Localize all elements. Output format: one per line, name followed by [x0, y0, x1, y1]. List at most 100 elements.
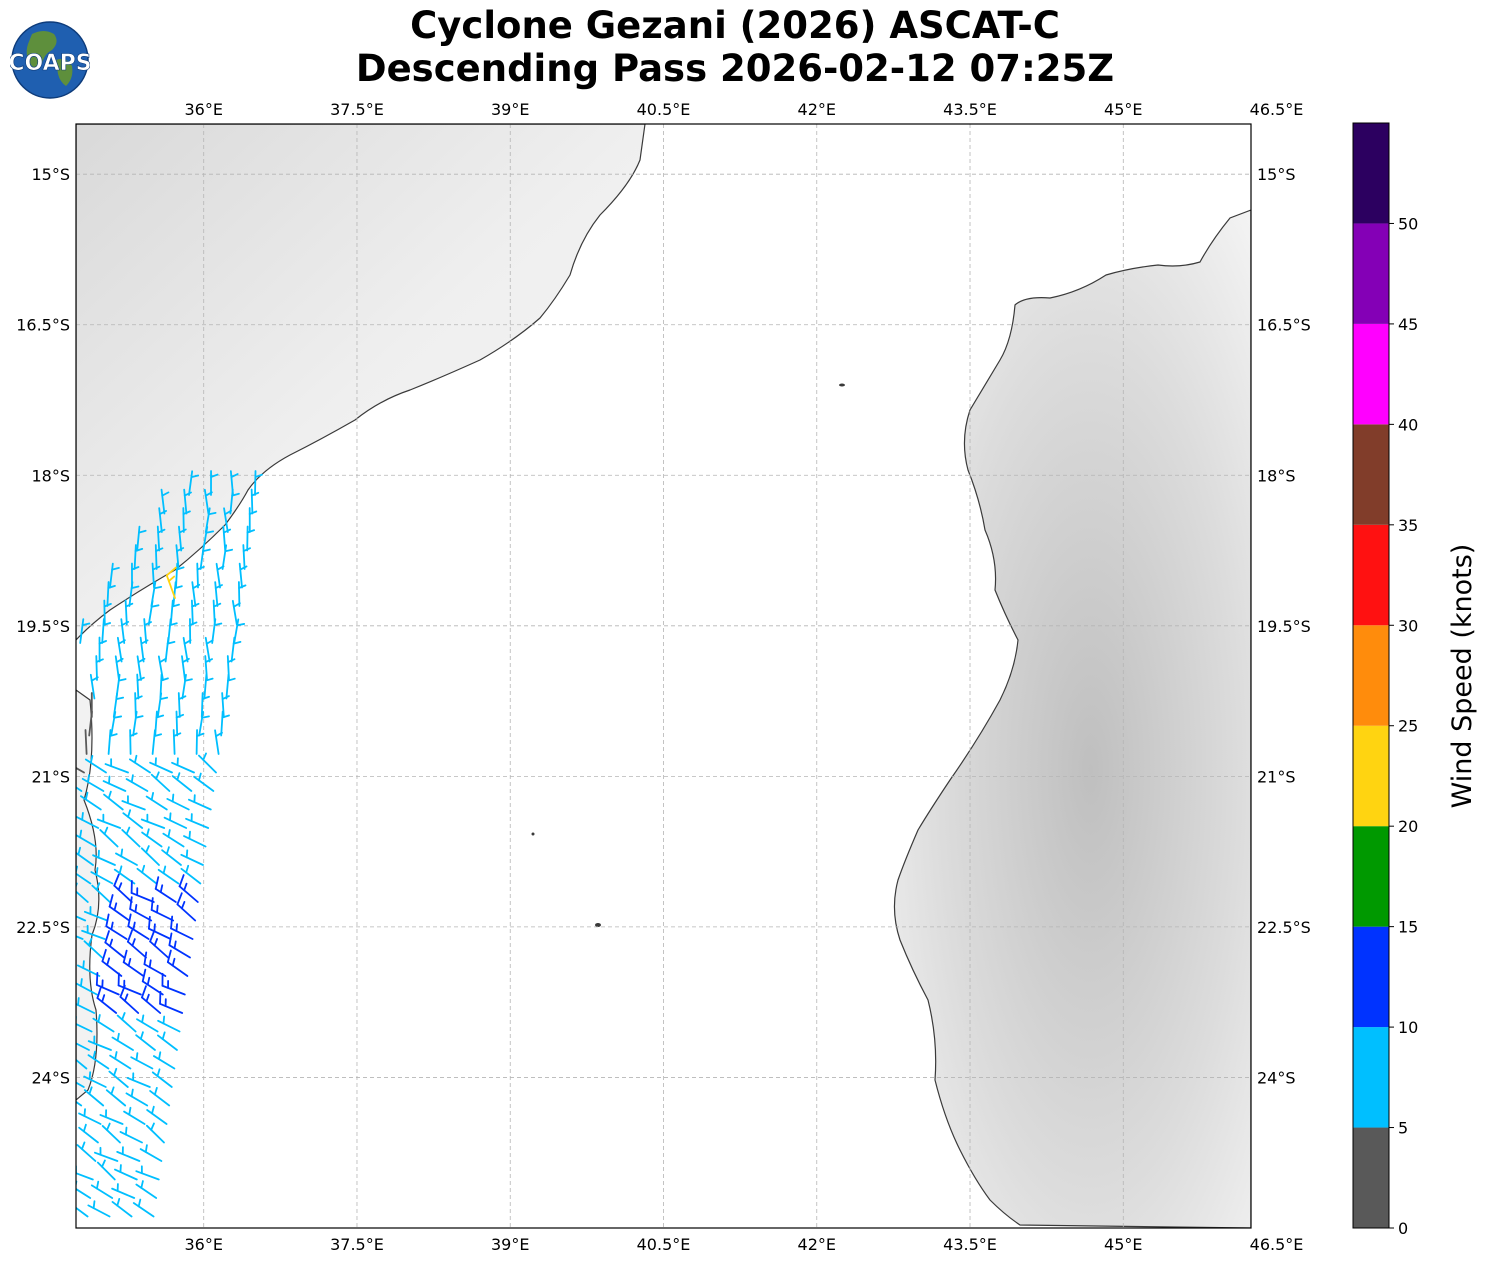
wind-barb [76, 964, 101, 977]
wind-barb [76, 915, 87, 922]
wind-barb [172, 729, 176, 755]
wind-barb [111, 1036, 134, 1051]
wind-barb [148, 927, 172, 940]
wind-barb [129, 758, 151, 774]
wind-barb [76, 1206, 89, 1218]
lon-tick-label-bottom: 42°E [798, 1235, 836, 1254]
lon-tick-label-top: 42°E [798, 100, 836, 119]
wind-barb [183, 488, 188, 515]
lat-tick-label-left: 22.5°S [16, 918, 70, 937]
wind-barb [96, 997, 118, 1014]
wind-barb [147, 599, 154, 626]
wind-barb [152, 1055, 176, 1070]
title-line-2: Descending Pass 2026-02-12 07:25Z [355, 47, 1115, 90]
wind-barb [81, 777, 105, 792]
lat-tick-label-right: 16.5°S [1257, 316, 1311, 335]
wind-barb [89, 673, 96, 700]
colorbar-bin [1353, 926, 1389, 1028]
wind-barb [231, 599, 238, 626]
wind-barb [221, 544, 228, 570]
wind-barb [181, 673, 187, 700]
wind-barb [76, 872, 92, 885]
wind-barb [161, 984, 186, 996]
lat-tick-label-right: 18°S [1257, 466, 1296, 485]
colorbar-bin [1353, 1127, 1389, 1228]
wind-barb [149, 761, 173, 774]
wind-barb [76, 766, 85, 774]
wind-barb [230, 636, 236, 663]
wind-barb [157, 1034, 178, 1051]
wind-barb [132, 1202, 155, 1218]
wind-barb [141, 996, 162, 1014]
wind-barb [199, 544, 205, 570]
wind-barb [215, 562, 221, 589]
wind-barb [96, 1161, 116, 1181]
wind-barb [115, 852, 138, 866]
lat-tick-label-left: 19.5°S [16, 617, 70, 636]
wind-barb [78, 1126, 99, 1144]
wind-barb [76, 1144, 97, 1162]
wind-barb [136, 525, 141, 552]
wind-barb [124, 599, 128, 626]
wind-barb [125, 778, 149, 792]
wind-barb [116, 636, 123, 663]
wind-barb [119, 1131, 143, 1144]
lat-tick-label-left: 15°S [31, 165, 70, 184]
wind-barb [121, 800, 146, 811]
wind-barb [76, 982, 98, 996]
wind-barb [168, 944, 191, 959]
wind-barb [225, 673, 230, 700]
wind-barb [149, 1090, 171, 1107]
wind-barb [229, 488, 234, 515]
map-area [76, 124, 1251, 1228]
wind-barb [135, 1183, 158, 1199]
wind-barb [76, 1058, 88, 1070]
colorbar-ticks: 0 5 10 15 20 25 30 35 40 45 50 [1389, 214, 1418, 1238]
wind-barb [83, 940, 103, 959]
wind-barb [151, 1071, 173, 1088]
wind-barb [114, 1168, 138, 1181]
wind-barb [223, 507, 229, 533]
colorbar-tick-label: 45 [1398, 315, 1418, 334]
wind-barb [196, 562, 199, 589]
lon-tick-label-top: 36°E [184, 100, 222, 119]
wind-barb [151, 729, 156, 755]
lon-tick-label-top: 39°E [491, 100, 529, 119]
wind-barb [76, 890, 89, 903]
wind-barb [78, 1112, 102, 1125]
wind-barb [221, 692, 225, 718]
colorbar-tick-label: 25 [1398, 717, 1418, 736]
colorbar-bin [1353, 826, 1389, 927]
wind-barb [90, 1184, 114, 1199]
lat-tick-label-right: 24°S [1257, 1068, 1296, 1087]
colorbar [1353, 123, 1389, 1228]
wind-barb [180, 853, 204, 866]
wind-barb [187, 798, 212, 811]
wind-barb [76, 816, 100, 829]
wind-barb [121, 829, 141, 848]
wind-barb [105, 1089, 127, 1107]
wind-barb [254, 470, 257, 496]
wind-barb [198, 710, 204, 737]
wind-barb [122, 812, 144, 829]
wind-barb [157, 1019, 181, 1033]
wind-barb [91, 884, 111, 903]
wind-barb [149, 940, 169, 959]
wind-barb [200, 692, 204, 718]
wind-barb [117, 984, 142, 996]
wind-barb [166, 797, 190, 811]
wind-barb [139, 1148, 163, 1162]
wind-barb [83, 910, 109, 922]
wind-barb [181, 655, 186, 681]
wind-barb [101, 618, 105, 644]
lon-tick-label-bottom: 46.5°E [1250, 1235, 1304, 1254]
wind-barb [110, 710, 117, 737]
lat-tick-label-left: 16.5°S [16, 316, 70, 335]
wind-barb [132, 710, 138, 737]
wind-barb [83, 1089, 105, 1107]
colorbar-bin [1353, 223, 1389, 324]
gridlines [76, 124, 1251, 1228]
wind-barb [107, 729, 112, 755]
colorbar-tick-label: 30 [1398, 616, 1418, 635]
